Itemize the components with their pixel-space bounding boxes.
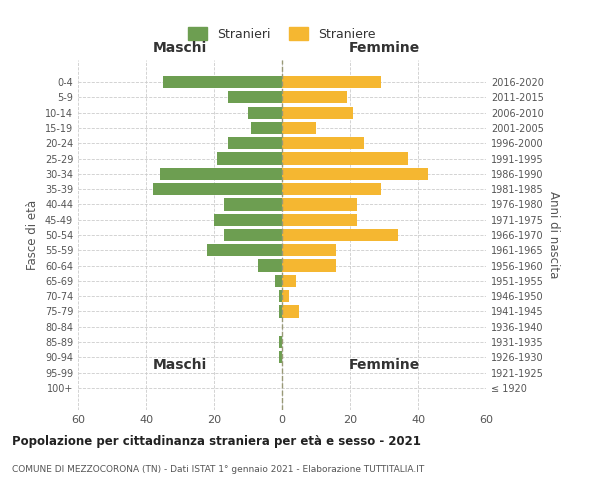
Bar — [214, 214, 282, 226]
Bar — [282, 244, 337, 256]
Bar — [282, 198, 357, 210]
Text: Popolazione per cittadinanza straniera per età e sesso - 2021: Popolazione per cittadinanza straniera p… — [12, 435, 421, 448]
Bar — [282, 168, 428, 180]
Bar — [278, 290, 282, 302]
Bar — [282, 290, 289, 302]
Bar — [282, 91, 347, 104]
Bar — [278, 306, 282, 318]
Text: Femmine: Femmine — [349, 41, 419, 55]
Text: Femmine: Femmine — [349, 358, 419, 372]
Bar — [258, 260, 282, 272]
Legend: Stranieri, Straniere: Stranieri, Straniere — [182, 21, 382, 47]
Text: Maschi: Maschi — [153, 358, 207, 372]
Bar — [282, 214, 357, 226]
Bar — [224, 229, 282, 241]
Bar — [282, 122, 316, 134]
Bar — [160, 168, 282, 180]
Bar — [248, 106, 282, 118]
Bar — [282, 106, 353, 118]
Bar — [282, 229, 398, 241]
Bar — [217, 152, 282, 164]
Bar — [282, 137, 364, 149]
Text: Maschi: Maschi — [153, 41, 207, 55]
Bar — [282, 275, 296, 287]
Bar — [278, 352, 282, 364]
Bar — [251, 122, 282, 134]
Bar — [227, 137, 282, 149]
Y-axis label: Fasce di età: Fasce di età — [26, 200, 39, 270]
Bar — [163, 76, 282, 88]
Bar — [282, 306, 299, 318]
Bar — [278, 336, 282, 348]
Y-axis label: Anni di nascita: Anni di nascita — [547, 192, 560, 278]
Bar — [153, 183, 282, 195]
Bar — [282, 183, 380, 195]
Bar — [224, 198, 282, 210]
Bar — [282, 76, 380, 88]
Bar — [227, 91, 282, 104]
Bar — [282, 260, 337, 272]
Bar — [282, 152, 408, 164]
Text: COMUNE DI MEZZOCORONA (TN) - Dati ISTAT 1° gennaio 2021 - Elaborazione TUTTITALI: COMUNE DI MEZZOCORONA (TN) - Dati ISTAT … — [12, 465, 424, 474]
Bar — [275, 275, 282, 287]
Bar — [207, 244, 282, 256]
